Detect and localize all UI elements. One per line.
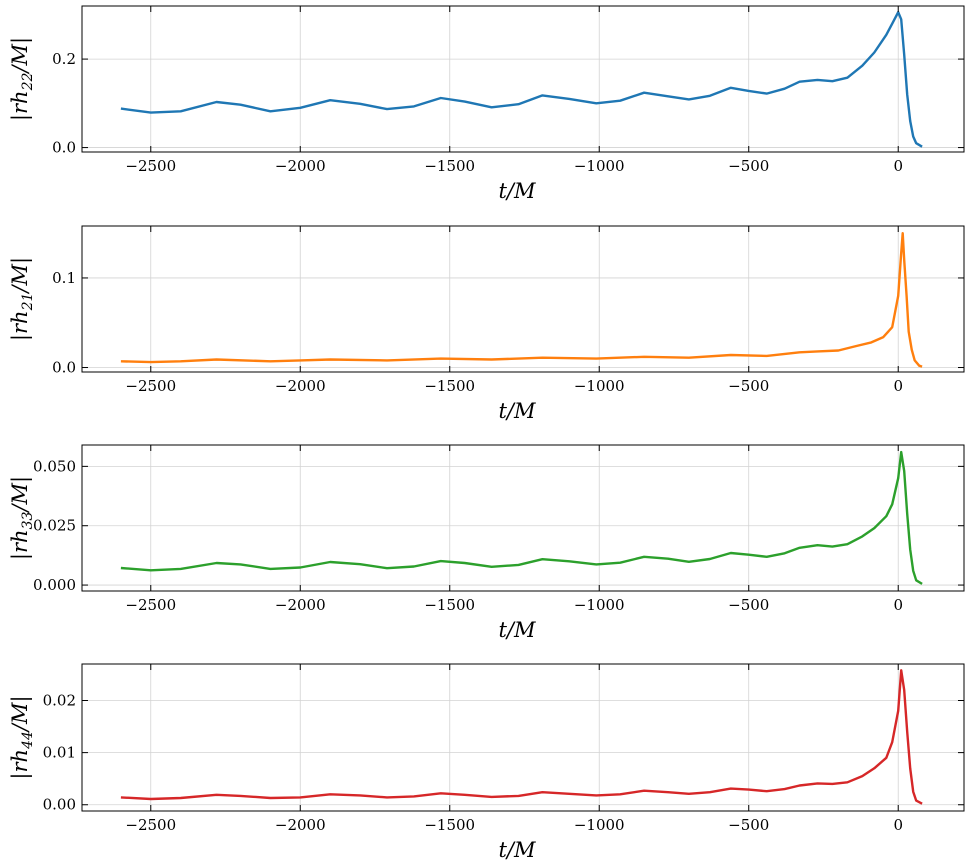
panel-2: −2500 −2000 −1500 −1000 −500 0 0.0 0.1 t/M |rh21/…: [8, 225, 965, 423]
y-tick-label: 0.000: [33, 576, 76, 594]
series-line-4: [120, 669, 923, 805]
axes-frame: [81, 663, 965, 812]
x-tick-label: 0: [893, 816, 903, 834]
y-tick-label: 0.01: [43, 744, 76, 762]
x-tick-label: 0: [893, 377, 903, 395]
x-tick-label: −2000: [275, 816, 326, 834]
axes-frame: [81, 444, 965, 592]
x-tick-label: −2000: [275, 157, 326, 175]
x-tick-label: 0: [893, 596, 903, 614]
y-tick-label: 0.1: [52, 269, 76, 287]
x-tick-label: −500: [728, 816, 769, 834]
x-tick-label: −2500: [125, 377, 176, 395]
x-tick-label: −1500: [424, 596, 475, 614]
panel-4: −2500 −2000 −1500 −1000 −500 0 0.00 0.01 0.02 t/M…: [8, 663, 965, 862]
x-tick-label: −2500: [125, 157, 176, 175]
y-tick-label: 0.02: [43, 691, 76, 709]
series-line-2: [120, 232, 923, 368]
y-tick-label: 0.0: [52, 139, 76, 157]
y-tick-label: 0.2: [52, 50, 76, 68]
x-tick-label: −1500: [424, 157, 475, 175]
panel-3: −2500 −2000 −1500 −1000 −500 0 0.000 0.025 0.050…: [8, 444, 965, 642]
x-tick-label: −1000: [574, 377, 625, 395]
x-tick-label: −2000: [275, 596, 326, 614]
x-axis-label: t/M: [498, 179, 536, 203]
x-axis-label: t/M: [498, 618, 536, 642]
axes-frame: [81, 225, 965, 373]
y-tick-label: 0.050: [33, 457, 76, 475]
x-tick-label: −500: [728, 157, 769, 175]
y-axis-label: |rh44/M|: [8, 695, 36, 779]
x-tick-label: −2500: [125, 816, 176, 834]
y-tick-label: 0.00: [43, 796, 76, 814]
y-axis-label: |rh33/M|: [8, 476, 36, 560]
axes-frame: [81, 5, 965, 153]
x-tick-label: 0: [893, 157, 903, 175]
x-tick-label: −1000: [574, 596, 625, 614]
x-tick-label: −500: [728, 377, 769, 395]
x-tick-label: −500: [728, 596, 769, 614]
x-tick-label: −2500: [125, 596, 176, 614]
y-axis-label: |rh22/M|: [8, 37, 36, 121]
y-axis-label: |rh21/M|: [8, 257, 36, 341]
x-tick-label: −1500: [424, 816, 475, 834]
x-axis-label: t/M: [498, 399, 536, 423]
x-tick-label: −2000: [275, 377, 326, 395]
panel-1: −2500 −2000 −1500 −1000 −500 0 0.0 0.2 t/M |rh22/…: [8, 5, 965, 203]
x-tick-label: −1500: [424, 377, 475, 395]
x-axis-label: t/M: [498, 838, 536, 862]
y-tick-label: 0.0: [52, 359, 76, 377]
x-tick-label: −1000: [574, 816, 625, 834]
y-tick-label: 0.025: [33, 517, 76, 535]
series-line-3: [120, 450, 923, 585]
series-line-1: [120, 11, 923, 148]
x-tick-label: −1000: [574, 157, 625, 175]
